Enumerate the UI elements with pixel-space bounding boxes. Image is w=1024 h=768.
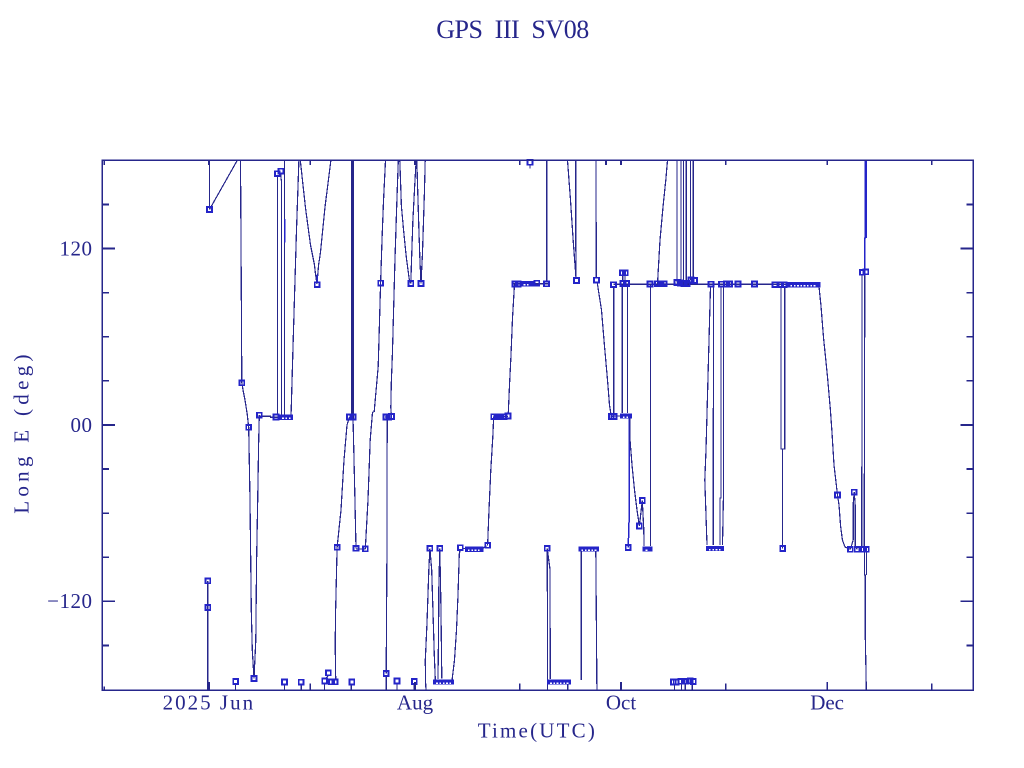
svg-text:Long E (deg): Long E (deg) <box>10 350 34 514</box>
svg-text:Dec: Dec <box>810 691 844 715</box>
svg-text:Aug: Aug <box>397 691 434 715</box>
svg-text:2025 Jun: 2025 Jun <box>163 691 255 715</box>
svg-text:Time(UTC): Time(UTC) <box>478 719 597 743</box>
svg-text:120: 120 <box>60 236 93 260</box>
svg-text:Oct: Oct <box>606 691 636 715</box>
svg-text:00: 00 <box>71 413 93 437</box>
svg-text:GPS III SV08: GPS III SV08 <box>436 15 589 44</box>
svg-text:−120: −120 <box>47 589 92 613</box>
